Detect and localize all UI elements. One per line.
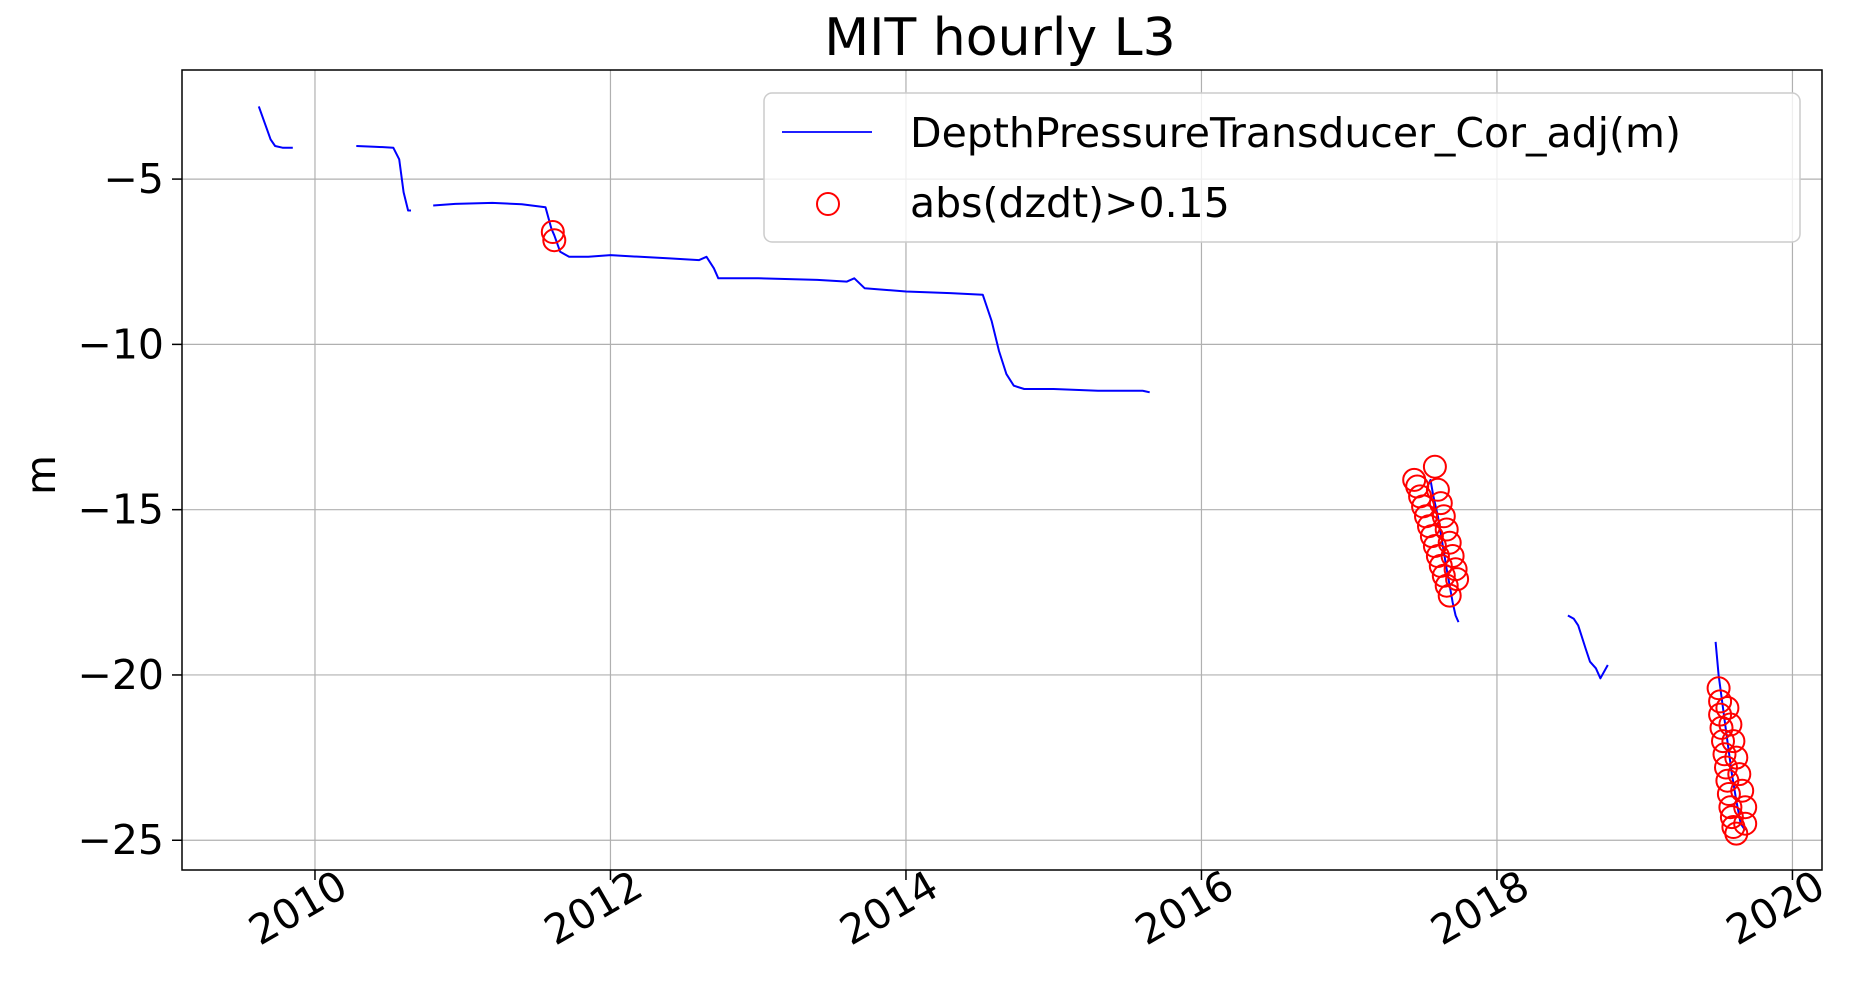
legend-box bbox=[763, 92, 1801, 243]
dzdt-marker bbox=[1445, 567, 1470, 592]
y-tick-label: −20 bbox=[77, 651, 164, 699]
y-axis-label: m bbox=[17, 455, 65, 495]
y-tick-label: −5 bbox=[104, 155, 164, 203]
dzdt-marker bbox=[1718, 712, 1743, 737]
dzdt-marker bbox=[1730, 778, 1755, 803]
dzdt-marker bbox=[1708, 689, 1733, 714]
depth-line-segment bbox=[356, 145, 411, 212]
dzdt-marker bbox=[542, 228, 567, 253]
dzdt-marker bbox=[1715, 696, 1740, 720]
depth-line-segment bbox=[1567, 614, 1609, 680]
dzdt-marker bbox=[540, 220, 565, 244]
y-tick-label: −10 bbox=[77, 320, 164, 368]
dzdt-marker bbox=[1724, 745, 1749, 770]
dzdt-marker bbox=[1706, 676, 1731, 701]
plot-area-frame bbox=[181, 69, 1823, 871]
dzdt-marker bbox=[1431, 504, 1456, 529]
depth-line-segment bbox=[433, 201, 1150, 394]
dzdt-marker bbox=[1733, 795, 1758, 820]
dzdt-marker bbox=[1733, 811, 1758, 836]
dzdt-marker bbox=[1712, 742, 1737, 767]
dzdt-marker bbox=[1716, 782, 1741, 806]
dzdt-marker bbox=[1727, 762, 1752, 787]
dzdt-marker bbox=[1718, 795, 1743, 820]
y-tick-label: −15 bbox=[77, 486, 164, 534]
depth-line-segment bbox=[257, 106, 293, 149]
dzdt-marker bbox=[1440, 544, 1465, 568]
legend-label-scatter: abs(dzdt)>0.15 bbox=[910, 179, 1230, 227]
dzdt-marker bbox=[1721, 729, 1746, 754]
legend-marker-swatch bbox=[816, 192, 840, 216]
legend: DepthPressureTransducer_Cor_adj(m) abs(d… bbox=[763, 92, 1801, 243]
dzdt-marker bbox=[1437, 583, 1462, 608]
legend-label-line: DepthPressureTransducer_Cor_adj(m) bbox=[910, 109, 1681, 157]
dzdt-marker bbox=[1437, 530, 1462, 555]
dzdt-marker bbox=[1428, 491, 1453, 516]
y-tick-label: −25 bbox=[77, 816, 164, 864]
dzdt-marker bbox=[1443, 557, 1468, 582]
dzdt-marker bbox=[1711, 729, 1735, 754]
chart-title: MIT hourly L3 bbox=[824, 8, 1175, 68]
dzdt-marker bbox=[1434, 517, 1459, 542]
dzdt-marker bbox=[1425, 477, 1450, 502]
series-layer bbox=[257, 106, 1758, 846]
dzdt-marker bbox=[1422, 454, 1447, 479]
